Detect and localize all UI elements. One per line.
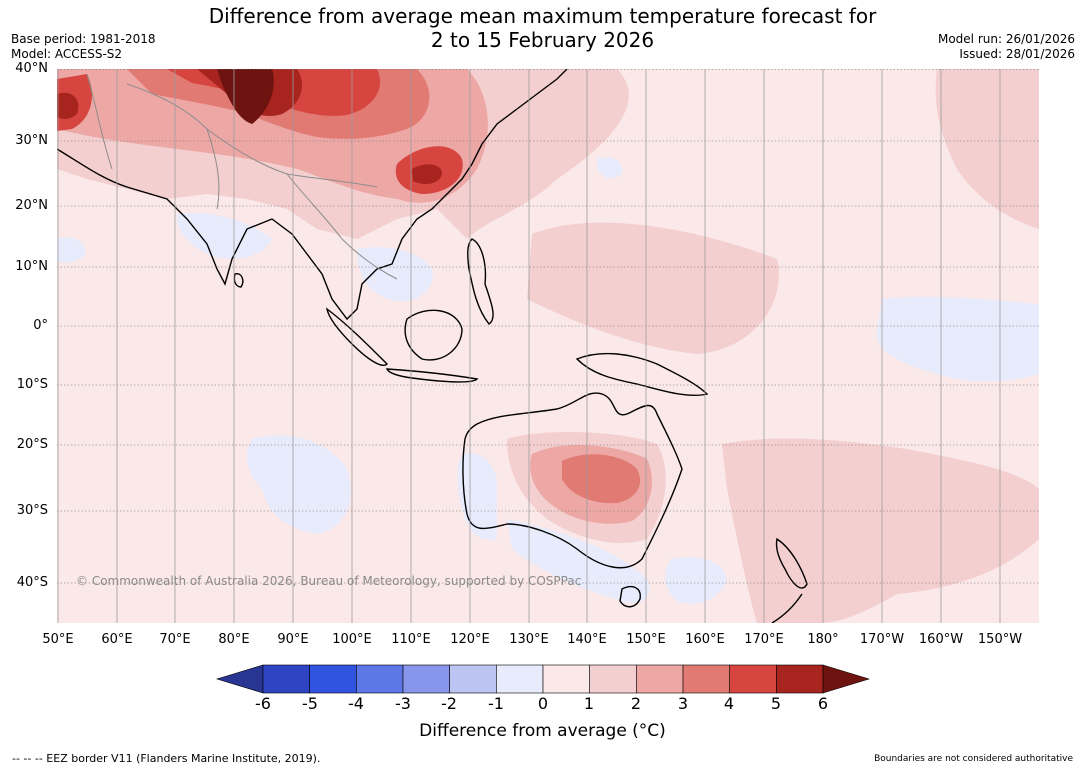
new-guinea-coastline: [575, 352, 709, 397]
borneo-coastline: [404, 309, 463, 361]
asia-anomaly-over6: [217, 69, 274, 124]
coastlines: [57, 69, 808, 623]
lon-label-150w: 150°W: [977, 632, 1023, 647]
map-canvas: [57, 69, 1039, 623]
forecast-map: [57, 69, 1039, 623]
lat-label-equator: 0°: [33, 318, 48, 333]
pacific-warm-east: [935, 69, 1039, 229]
south-china-sea-cool: [357, 247, 433, 302]
colorbar-tick: 1: [583, 694, 595, 713]
lat-label-20n: 20°N: [15, 198, 48, 213]
graticule-lat: [57, 69, 1039, 584]
lon-label-110e: 110°E: [391, 632, 431, 647]
colorbar-swatch: [496, 664, 544, 694]
lat-label-10s: 10°S: [16, 377, 48, 392]
new-zealand-coastline: [771, 537, 808, 623]
colorbar-swatch: [402, 664, 450, 694]
asia-coastline: [57, 69, 568, 321]
colorbar-tick: -2: [441, 694, 457, 713]
title-line-2: 2 to 15 February 2026: [430, 28, 655, 52]
lon-label-160w: 160°W: [918, 632, 964, 647]
colorbar-swatch: [309, 664, 357, 694]
colorbar-swatch: [776, 664, 824, 694]
colorbar-swatch: [449, 664, 497, 694]
lon-label-150e: 150°E: [626, 632, 666, 647]
lon-label-120e: 120°E: [450, 632, 490, 647]
bay-of-bengal-cool: [176, 212, 272, 259]
country-borders: [86, 73, 398, 280]
sri-lanka-coastline: [233, 273, 244, 288]
colorbar-tick: -3: [395, 694, 411, 713]
lon-label-90e: 90°E: [277, 632, 309, 647]
colorbar-tick: 3: [677, 694, 689, 713]
lon-label-100e: 100°E: [332, 632, 372, 647]
lat-label-20s: 20°S: [16, 437, 48, 452]
colorbar-label: Difference from average (°C): [419, 721, 666, 741]
lon-label-130e: 130°E: [509, 632, 549, 647]
colorbar-tick: 6: [817, 694, 829, 713]
australia-anomaly-3to4: [562, 454, 641, 504]
colorbar-tick: 4: [723, 694, 735, 713]
boundaries-note: Boundaries are not considered authoritat…: [874, 754, 1073, 764]
colorbar-swatches: [216, 664, 870, 694]
model-run: Model run: 26/01/2026: [937, 32, 1075, 46]
lon-label-50e: 50°E: [42, 632, 74, 647]
lon-label-160e: 160°E: [685, 632, 725, 647]
sumatra-coastline: [325, 307, 388, 366]
lon-label-170w: 170°W: [859, 632, 905, 647]
lat-label-30s: 30°S: [16, 503, 48, 518]
north-pacific-cool: [597, 157, 623, 179]
colorbar-tick: 2: [630, 694, 642, 713]
lon-label-180: 180°: [807, 632, 839, 647]
equatorial-pacific-cool: [876, 296, 1039, 382]
graticule-lon: [57, 69, 1001, 623]
colorbar-tick: 5: [770, 694, 782, 713]
colorbar-swatch: [822, 664, 870, 694]
colorbar-swatch: [356, 664, 404, 694]
colorbar-swatch: [636, 664, 684, 694]
chart-title: Difference from average mean maximum tem…: [0, 4, 1085, 52]
east-china-anomaly-core: [412, 164, 442, 185]
lon-label-140e: 140°E: [567, 632, 607, 647]
eez-note: -- -- -- EEZ border V11 (Flanders Marine…: [12, 752, 321, 765]
lon-label-70e: 70°E: [159, 632, 191, 647]
colorbar-swatch: [216, 664, 264, 694]
colorbar-tick: -1: [488, 694, 504, 713]
base-period: Base period: 1981-2018: [11, 32, 156, 46]
title-line-1: Difference from average mean maximum tem…: [208, 4, 877, 28]
colorbar-tick: -4: [348, 694, 364, 713]
lon-label-60e: 60°E: [101, 632, 133, 647]
meta-right: Model run: 26/01/2026 Issued: 28/01/2026: [938, 32, 1075, 62]
lon-label-80e: 80°E: [218, 632, 250, 647]
pacific-warm-southeast: [722, 438, 1039, 623]
colorbar-swatch: [682, 664, 730, 694]
lat-label-40s: 40°S: [16, 575, 48, 590]
meta-left: Base period: 1981-2018 Model: ACCESS-S2: [11, 32, 156, 62]
issued-date: Issued: 28/01/2026: [959, 47, 1075, 61]
colorbar-swatch: [542, 664, 590, 694]
australia-coastline: [462, 392, 683, 569]
colorbar-tick: 0: [537, 694, 549, 713]
arabian-sea-cool: [57, 237, 86, 263]
west-australia-cool: [457, 452, 497, 540]
lat-label-30n: 30°N: [15, 133, 48, 148]
indian-ocean-cool-1: [246, 435, 351, 534]
tasman-cool: [665, 557, 727, 604]
colorbar-swatch: [262, 664, 310, 694]
colorbar-swatch: [729, 664, 777, 694]
colorbar-swatch: [589, 664, 637, 694]
south-australia-cool: [507, 519, 650, 603]
copyright-notice: © Commonwealth of Australia 2026, Bureau…: [76, 574, 582, 588]
west-asia-anomaly-core: [57, 92, 79, 119]
java-coastline: [385, 368, 479, 383]
lat-label-40n: 40°N: [15, 61, 48, 76]
tasmania-coastline: [619, 586, 641, 608]
lon-label-170e: 170°E: [744, 632, 784, 647]
colorbar: [216, 664, 870, 694]
lat-label-10n: 10°N: [15, 259, 48, 274]
colorbar-tick: -5: [302, 694, 318, 713]
pacific-warm-north: [527, 222, 779, 354]
model-name: Model: ACCESS-S2: [11, 47, 123, 61]
colorbar-tick: -6: [255, 694, 271, 713]
